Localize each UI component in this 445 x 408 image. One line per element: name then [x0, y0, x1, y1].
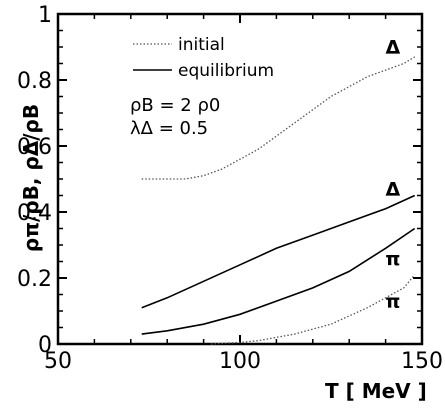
- y-axis-title: ρπ/ρB, ρΔ/ρB: [19, 104, 43, 252]
- curve-label-pion-equilibrium: π: [385, 248, 400, 270]
- legend: initial equilibrium: [133, 35, 274, 81]
- curve-delta-initial: [141, 56, 416, 180]
- y-tick-label: 0.6: [17, 135, 52, 160]
- curve-label-pion-initial: π: [385, 291, 400, 313]
- parameter-lambda: λΔ = 0.5: [130, 118, 208, 139]
- legend-label-initial: initial: [178, 35, 225, 55]
- y-tick-label: 0.2: [17, 267, 52, 292]
- x-tick-label: 100: [219, 349, 261, 374]
- curve-delta-equilibrium: [141, 194, 416, 309]
- curve-pion-equilibrium: [141, 227, 416, 335]
- curve-label-delta-equilibrium: Δ: [386, 179, 401, 201]
- x-tick-label: 50: [44, 349, 72, 374]
- curve-labels: Δ Δππ: [385, 37, 400, 313]
- curves: [141, 56, 416, 345]
- x-tick-label: 150: [401, 349, 443, 374]
- y-tick-label: 0.8: [17, 69, 52, 94]
- y-tick-label: 1: [38, 3, 52, 28]
- legend-label-equilibrium: equilibrium: [178, 61, 274, 81]
- curve-pion-initial: [210, 274, 416, 345]
- ticks: 50 100 150 0 0.2 0.4 0.6 0.8 1: [17, 3, 443, 374]
- curve-label-delta-initial: Δ: [386, 37, 401, 59]
- y-tick-label: 0: [38, 333, 52, 358]
- x-axis-title: T [ MeV ]: [325, 379, 427, 403]
- parameter-density: ρB = 2 ρ0: [130, 95, 220, 116]
- y-tick-label: 0.4: [17, 201, 52, 226]
